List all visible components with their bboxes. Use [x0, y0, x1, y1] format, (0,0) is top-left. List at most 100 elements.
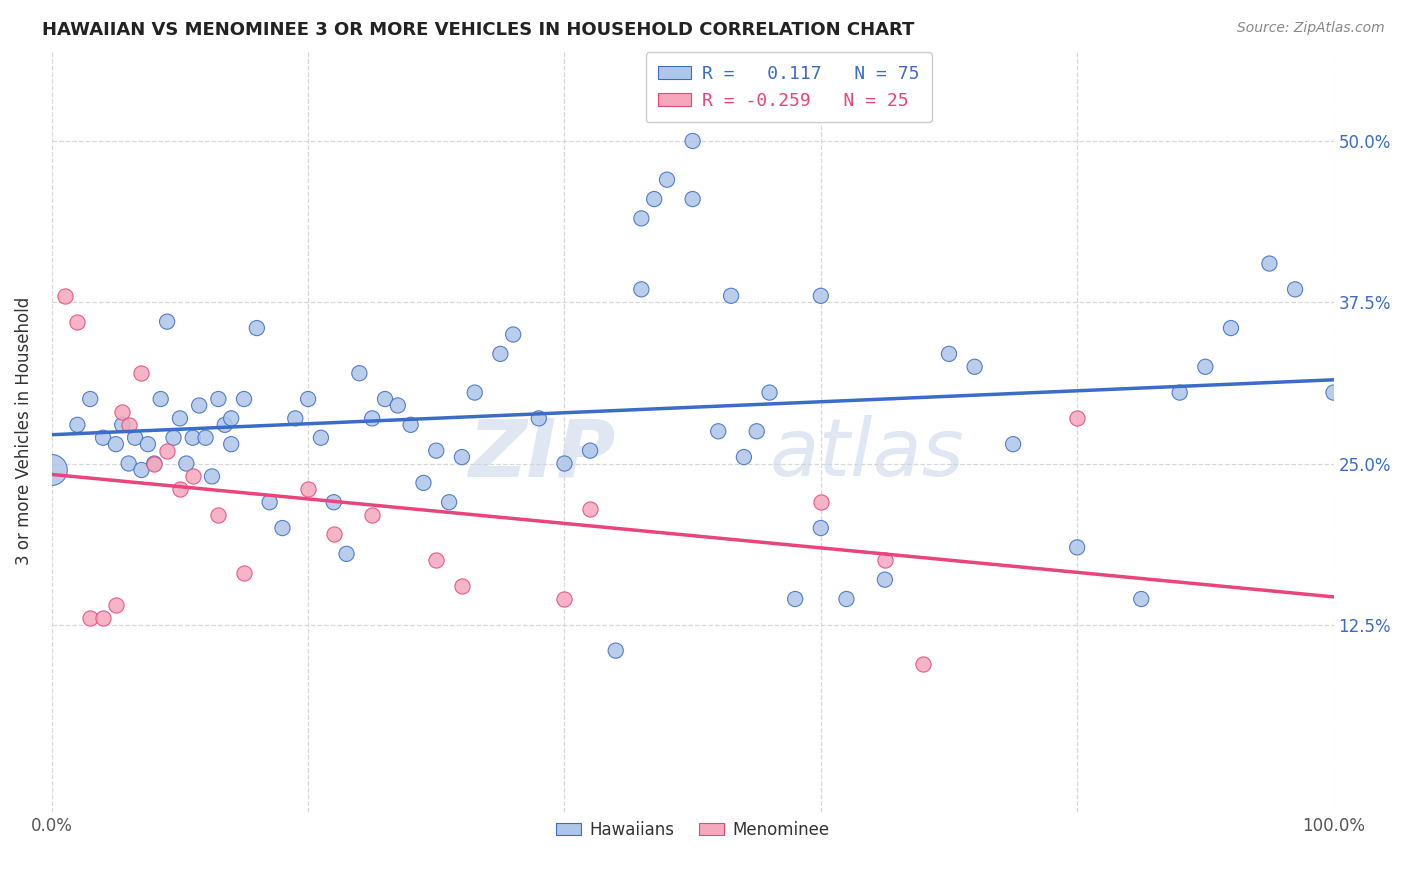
Point: [66, 417, 89, 432]
Point: [374, 392, 396, 406]
Point: [104, 599, 127, 613]
Point: [322, 527, 344, 541]
Point: [207, 508, 229, 523]
Point: [131, 366, 153, 380]
Point: [810, 289, 832, 303]
Point: [297, 392, 319, 406]
Point: [111, 405, 134, 419]
Point: [387, 399, 409, 413]
Point: [188, 399, 211, 413]
Point: [1322, 385, 1344, 400]
Point: [605, 643, 627, 657]
Y-axis label: 3 or more Vehicles in Household: 3 or more Vehicles in Household: [15, 297, 32, 566]
Point: [136, 437, 159, 451]
Point: [873, 553, 896, 567]
Point: [451, 450, 474, 464]
Point: [1220, 321, 1243, 335]
Point: [527, 411, 550, 425]
Point: [1194, 359, 1216, 374]
Point: [758, 385, 780, 400]
Point: [297, 483, 319, 497]
Point: [643, 192, 665, 206]
Point: [399, 417, 422, 432]
Point: [118, 417, 141, 432]
Point: [425, 443, 447, 458]
Point: [682, 192, 704, 206]
Point: [579, 501, 602, 516]
Point: [284, 411, 307, 425]
Point: [118, 457, 141, 471]
Point: [194, 431, 217, 445]
Point: [207, 392, 229, 406]
Point: [745, 424, 768, 438]
Point: [810, 495, 832, 509]
Point: [131, 463, 153, 477]
Point: [502, 327, 524, 342]
Point: [79, 611, 101, 625]
Point: [579, 443, 602, 458]
Point: [1258, 256, 1281, 270]
Point: [810, 521, 832, 535]
Point: [143, 457, 166, 471]
Point: [1066, 541, 1088, 555]
Point: [733, 450, 755, 464]
Point: [1002, 437, 1025, 451]
Point: [91, 431, 114, 445]
Point: [361, 508, 384, 523]
Point: [553, 457, 575, 471]
Text: HAWAIIAN VS MENOMINEE 3 OR MORE VEHICLES IN HOUSEHOLD CORRELATION CHART: HAWAIIAN VS MENOMINEE 3 OR MORE VEHICLES…: [42, 21, 914, 39]
Point: [335, 547, 357, 561]
Point: [682, 134, 704, 148]
Point: [437, 495, 460, 509]
Point: [156, 443, 179, 458]
Legend: Hawaiians, Menominee: Hawaiians, Menominee: [550, 814, 837, 846]
Point: [53, 289, 76, 303]
Point: [720, 289, 742, 303]
Point: [349, 366, 371, 380]
Text: atlas: atlas: [769, 415, 965, 493]
Point: [835, 592, 858, 607]
Point: [553, 592, 575, 607]
Point: [111, 417, 134, 432]
Text: ZIP: ZIP: [468, 415, 616, 493]
Point: [169, 411, 191, 425]
Point: [149, 392, 172, 406]
Point: [309, 431, 332, 445]
Point: [912, 657, 935, 671]
Point: [66, 315, 89, 329]
Point: [322, 495, 344, 509]
Point: [201, 469, 224, 483]
Point: [271, 521, 294, 535]
Point: [655, 172, 678, 186]
Point: [1130, 592, 1153, 607]
Point: [181, 469, 204, 483]
Point: [162, 431, 184, 445]
Point: [259, 495, 281, 509]
Point: [412, 475, 434, 490]
Point: [176, 457, 198, 471]
Point: [1284, 282, 1306, 296]
Point: [79, 392, 101, 406]
Point: [1066, 411, 1088, 425]
Point: [91, 611, 114, 625]
Point: [630, 211, 652, 226]
Point: [489, 347, 512, 361]
Point: [169, 483, 191, 497]
Point: [214, 417, 236, 432]
Point: [963, 359, 986, 374]
Text: Source: ZipAtlas.com: Source: ZipAtlas.com: [1237, 21, 1385, 36]
Point: [156, 315, 179, 329]
Point: [938, 347, 960, 361]
Point: [41, 463, 63, 477]
Point: [464, 385, 486, 400]
Point: [1168, 385, 1191, 400]
Point: [361, 411, 384, 425]
Point: [873, 573, 896, 587]
Point: [233, 566, 256, 581]
Point: [246, 321, 269, 335]
Point: [785, 592, 807, 607]
Point: [219, 411, 242, 425]
Point: [104, 437, 127, 451]
Point: [707, 424, 730, 438]
Point: [630, 282, 652, 296]
